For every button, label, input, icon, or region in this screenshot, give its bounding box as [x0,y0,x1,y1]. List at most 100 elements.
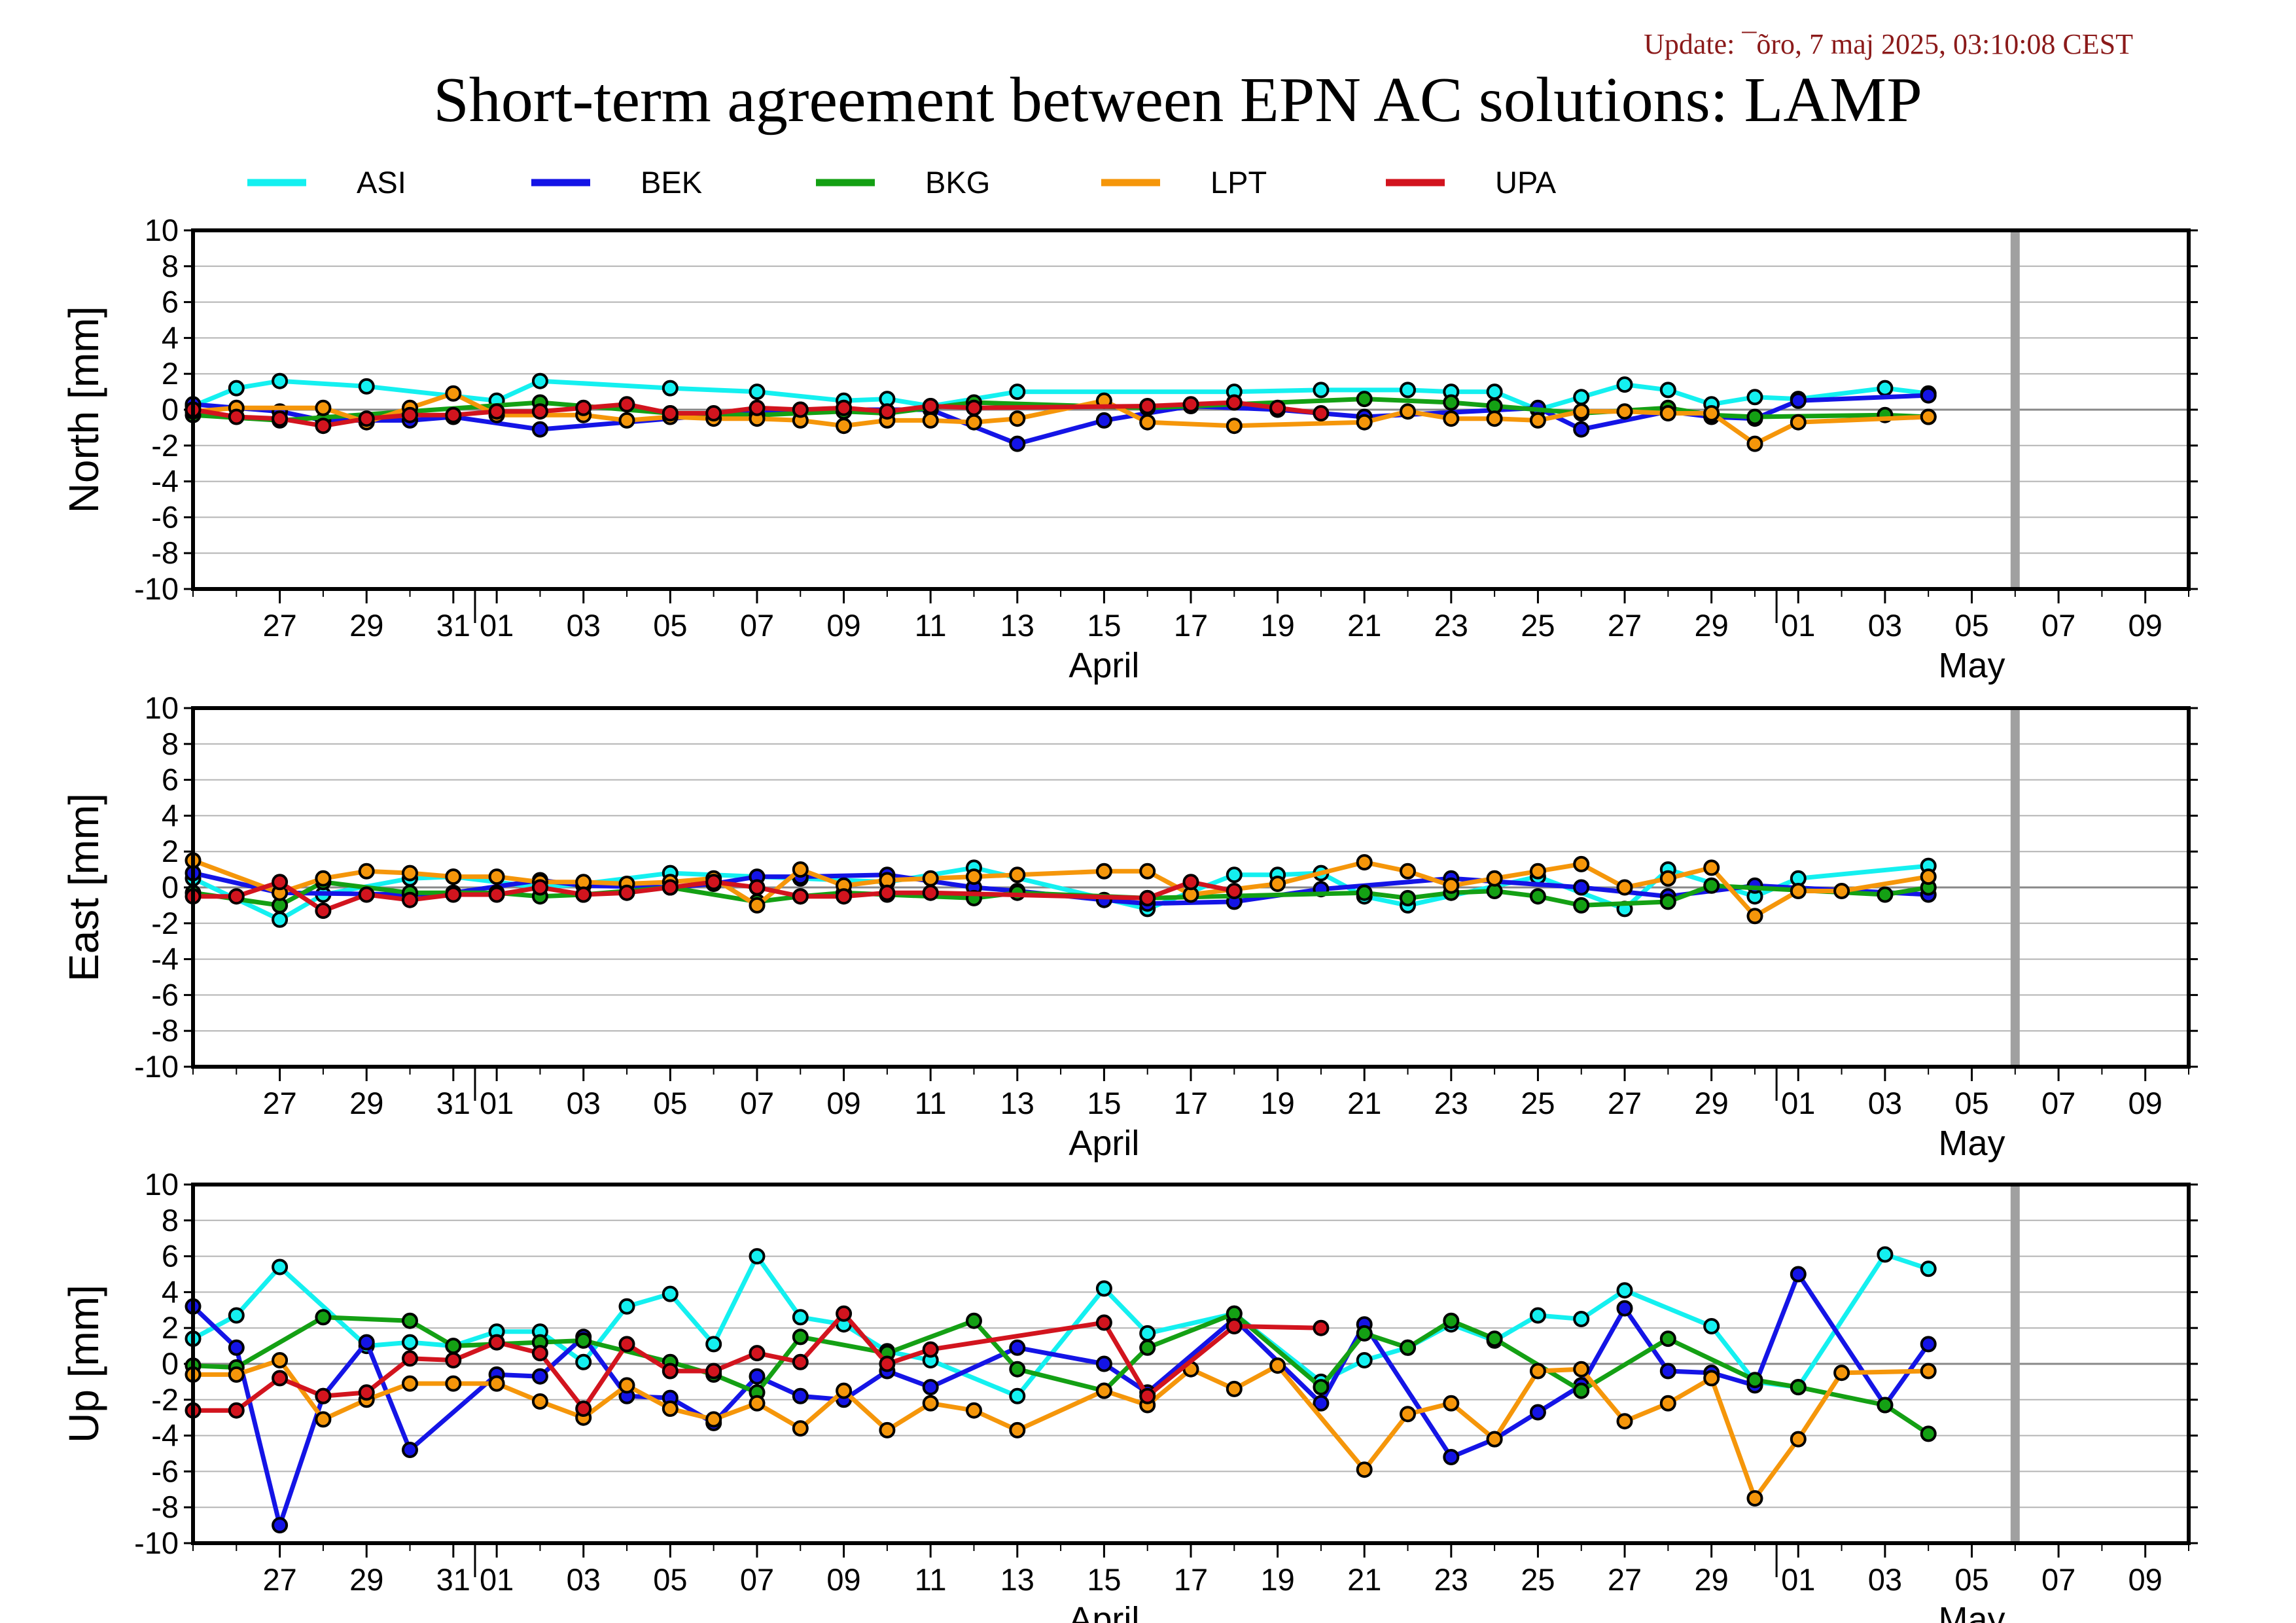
data-point-lpt [1486,870,1503,887]
data-point-upa [445,1352,462,1368]
x-tick-label: 07 [740,1086,774,1120]
x-tick-label: 09 [2128,1086,2163,1120]
x-tick-label: 03 [1868,1562,1902,1597]
series-lpt [185,852,1937,925]
data-point-bkg [315,1309,332,1326]
data-point-bkg [1529,888,1546,905]
data-point-lpt [1920,1363,1937,1380]
data-point-bkg [1009,1361,1026,1378]
x-tick-label: 27 [1608,608,1642,643]
data-point-lpt [1356,414,1373,431]
data-point-lpt [1443,410,1460,427]
data-point-lpt [1009,1421,1026,1438]
data-point-upa [922,398,939,414]
x-tick-label: 13 [1000,608,1034,643]
data-point-bek [1009,435,1026,452]
data-point-lpt [1400,1406,1416,1423]
data-point-lpt [922,412,939,429]
data-point-upa [1226,883,1243,899]
legend-item-asi: ASI [247,165,406,200]
data-point-lpt [315,399,332,416]
data-point-bek [1790,392,1807,409]
data-point-bek [1443,1449,1460,1465]
plot-frame [191,706,2191,1069]
data-point-lpt [1009,410,1026,427]
data-point-upa [402,1350,418,1367]
data-point-asi [1573,1311,1590,1327]
data-point-upa [1182,396,1199,413]
data-point-bek [1790,1266,1807,1283]
y-tick-label: 0 [162,870,179,904]
x-tick-label: 17 [1174,1086,1208,1120]
y-tick-label: 8 [162,726,179,761]
data-point-bkg [445,1338,462,1355]
data-point-bek [922,1379,939,1396]
x-tick-label: 21 [1347,1086,1381,1120]
month-label: April [1069,1600,1139,1623]
data-point-upa [1139,1387,1156,1404]
data-point-bkg [1356,884,1373,901]
data-point-bkg [1746,408,1763,425]
data-point-lpt [1529,863,1546,880]
data-point-lpt [1573,1361,1590,1378]
data-point-asi [662,1285,679,1302]
data-point-lpt [792,1420,809,1437]
data-point-asi [749,1248,766,1265]
data-point-asi [1356,1352,1373,1368]
x-tick-label: 15 [1087,608,1121,643]
data-point-upa [836,888,853,905]
data-point-upa [1182,874,1199,891]
data-point-upa [618,884,635,901]
y-tick-label: -10 [134,1525,179,1560]
data-point-upa [705,874,722,891]
plot-frame [191,228,2191,591]
data-point-upa [1139,889,1156,906]
y-tick-label: -8 [151,535,179,570]
data-point-upa [662,1363,679,1380]
month-label: May [1938,646,2005,685]
y-tick-label: 6 [162,762,179,797]
data-point-bkg [1443,394,1460,411]
data-point-upa [488,403,505,420]
data-point-upa [272,1370,289,1387]
data-point-lpt [488,868,505,885]
data-point-upa [315,1387,332,1404]
data-point-upa [531,879,548,896]
data-point-lpt [618,412,635,429]
series-line-bek [191,1272,1931,1528]
x-tick-label: 03 [1868,608,1902,643]
data-point-lpt [1095,1382,1112,1399]
x-tick-label: 29 [1695,1086,1729,1120]
data-point-upa [618,396,635,413]
data-point-asi [1616,376,1633,393]
x-tick-label: 23 [1434,608,1468,643]
y-tick-label: -2 [151,428,179,463]
data-point-asi [228,1307,245,1324]
data-point-lpt [1226,418,1243,435]
data-point-lpt [1269,876,1286,892]
data-point-upa [1269,399,1286,416]
data-point-upa [792,1353,809,1370]
data-point-asi [705,1336,722,1353]
y-tick-label: 2 [162,834,179,868]
x-tick-label: 09 [826,608,860,643]
data-point-upa [315,418,332,435]
data-point-upa [272,874,289,891]
data-point-asi [1313,382,1330,399]
data-point-upa [836,1305,853,1322]
x-tick-label: 31 [436,608,470,643]
data-point-upa [488,1334,505,1351]
data-point-lpt [1486,410,1503,427]
y-tick-label: 4 [162,320,179,355]
data-point-asi [272,911,289,928]
data-point-asi [1573,389,1590,406]
update-timestamp: Update: ¯õro, 7 maj 2025, 03:10:08 CEST [1644,28,2133,60]
x-tick-label: 31 [436,1086,470,1120]
data-point-lpt [1009,866,1026,883]
data-point-lpt [445,1375,462,1392]
x-tick-label: 07 [2041,1562,2075,1597]
legend-label-asi: ASI [357,165,406,200]
data-point-upa [1226,1318,1243,1334]
data-point-upa [402,406,418,423]
y-tick-label: -4 [151,1418,179,1453]
